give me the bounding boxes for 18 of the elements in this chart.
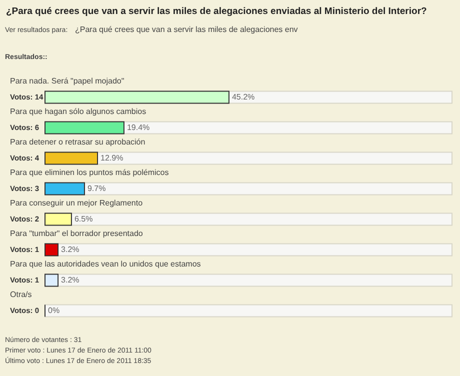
chart-title: ¿Para qué crees que van a servir las miles de alegaciones enviadas al Ministerio del Interior? [6, 6, 428, 17]
y-tick-label: Para conseguir un mejor Reglamento [10, 198, 144, 208]
data-label: 6.5% [74, 214, 93, 224]
data-label: 45.2% [232, 92, 255, 102]
y-tick-label: Para que las autoridades vean lo unidos que estamos [10, 259, 201, 268]
y-tick-label: Para detener o retrasar su aprobación [10, 137, 146, 146]
y-tick-label: Otra/s [10, 290, 32, 299]
data-label: 12.9% [100, 153, 124, 162]
y-tick-label: Para que eliminen los puntos más polémicos [10, 168, 169, 177]
data-label: 0% [48, 306, 60, 315]
y-tick-label: Para que hagan sólo algunos cambios [10, 106, 146, 116]
data-label: 19.4% [126, 122, 150, 132]
y-tick-label: Para nada. Será "papel mojado" [10, 76, 124, 86]
data-label: 3.2% [61, 275, 80, 284]
text: ¿Para qué crees que van a servir las miles de alegaciones env [75, 25, 298, 34]
data-label: 9.7% [87, 184, 106, 193]
data-label: 3.2% [61, 244, 80, 254]
y-tick-label: Para "tumbar" el borrador presentado [10, 228, 144, 238]
